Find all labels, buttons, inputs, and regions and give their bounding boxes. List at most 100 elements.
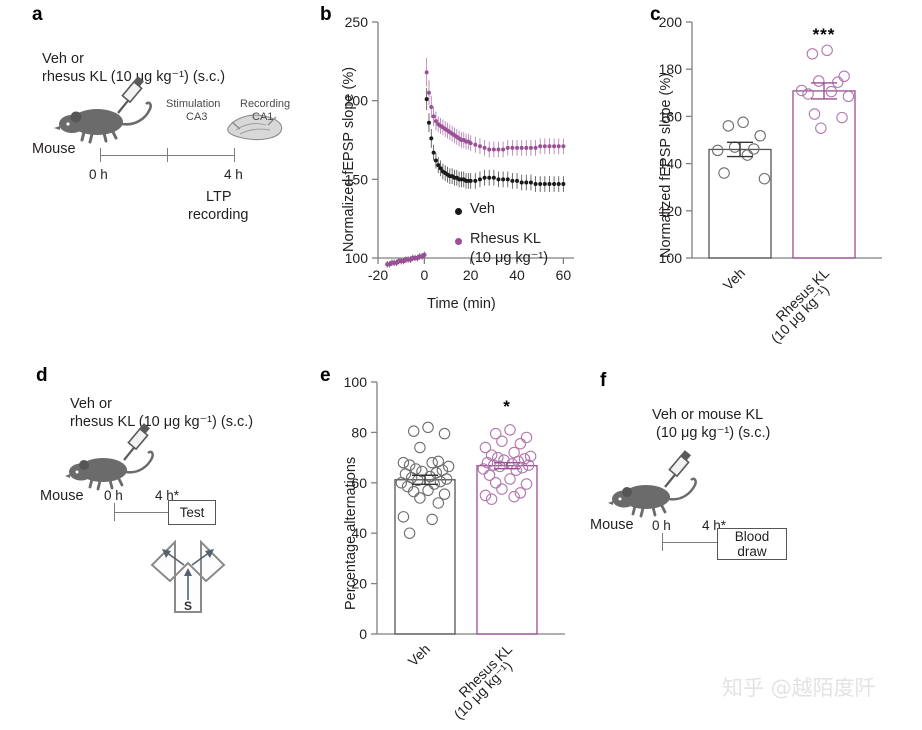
panel-a-label: a bbox=[32, 4, 43, 25]
svg-text:160: 160 bbox=[659, 108, 683, 124]
panel-d-test-box: Test bbox=[168, 500, 216, 525]
panel-d-time-4h: 4 h* bbox=[155, 488, 180, 503]
significance-marker: * bbox=[503, 397, 511, 416]
panel-d-treatment-line1: Veh or bbox=[70, 396, 112, 412]
scatter-point bbox=[741, 149, 754, 161]
scatter-point bbox=[397, 456, 410, 469]
scatter-point bbox=[510, 464, 522, 476]
panel-b-x-axis-title: Time (min) bbox=[427, 296, 496, 312]
panel-f-tick-0h bbox=[662, 533, 664, 551]
scatter-point bbox=[426, 456, 438, 469]
syringe-icon bbox=[664, 450, 691, 488]
legend-label-rhesus-kl: Rhesus KL bbox=[470, 231, 541, 247]
svg-text:0: 0 bbox=[359, 626, 367, 642]
svg-text:120: 120 bbox=[659, 203, 683, 219]
bar-1 bbox=[792, 90, 856, 259]
bar-0 bbox=[394, 479, 456, 635]
brain-slice-icon bbox=[227, 114, 283, 141]
panel-a-tick-mid bbox=[167, 148, 169, 162]
panel-f-timeline-axis bbox=[662, 542, 717, 544]
scatter-point bbox=[414, 492, 426, 504]
svg-text:100: 100 bbox=[344, 374, 368, 390]
scatter-point bbox=[718, 167, 730, 179]
x-tick-label-1: Rhesus KL(10 μg kg⁻¹) bbox=[451, 641, 516, 723]
panel-a-stimulation-site: CA3 bbox=[186, 111, 208, 123]
scatter-point bbox=[397, 511, 410, 523]
scatter-point bbox=[489, 427, 502, 440]
scatter-point bbox=[838, 70, 850, 83]
scatter-point bbox=[524, 450, 537, 463]
svg-text:-20: -20 bbox=[368, 267, 388, 283]
scatter-point bbox=[520, 478, 533, 490]
scatter-point bbox=[758, 172, 771, 185]
panel-a-time-0h: 0 h bbox=[89, 167, 108, 182]
scatter-point bbox=[489, 477, 502, 489]
scatter-point bbox=[504, 473, 516, 485]
syringe-icon bbox=[123, 423, 150, 461]
scatter-point bbox=[812, 75, 825, 87]
panel-a-outcome-line1: LTP bbox=[206, 189, 232, 205]
svg-text:Veh: Veh bbox=[720, 265, 748, 293]
panel-f-blood-draw-box: Blood draw bbox=[717, 528, 787, 560]
scatter-point bbox=[722, 120, 735, 132]
scatter-point bbox=[516, 461, 529, 474]
scatter-point bbox=[442, 460, 455, 473]
scatter-point bbox=[808, 108, 821, 120]
mouse-icon bbox=[608, 477, 697, 518]
svg-text:150: 150 bbox=[345, 171, 369, 187]
scatter-point bbox=[728, 141, 741, 153]
scatter-point bbox=[407, 485, 420, 498]
scatter-point bbox=[403, 527, 416, 539]
panel-f: f Veh or mouse KL (10 μg kg⁻¹) (s.c.) Mo… bbox=[590, 370, 922, 600]
scatter-point bbox=[479, 489, 492, 502]
bar-0 bbox=[708, 148, 772, 259]
svg-text:S: S bbox=[184, 599, 192, 613]
panel-e-label: e bbox=[320, 365, 331, 386]
y-maze-icon: S bbox=[150, 539, 226, 613]
panel-d-label: d bbox=[36, 365, 48, 386]
scatter-point bbox=[748, 143, 760, 155]
scatter-point bbox=[481, 456, 494, 469]
scatter-point bbox=[518, 453, 531, 465]
svg-text:60: 60 bbox=[351, 475, 367, 491]
scatter-point bbox=[825, 85, 838, 98]
panel-d: d Veh or rhesus KL (10 μg kg⁻¹) (s.c.) S bbox=[0, 360, 310, 660]
scatter-point bbox=[514, 487, 527, 499]
svg-text:250: 250 bbox=[345, 14, 369, 30]
syringe-icon bbox=[117, 76, 144, 114]
scatter-point bbox=[438, 427, 451, 440]
panel-b-label: b bbox=[320, 4, 332, 25]
panel-f-label: f bbox=[600, 370, 607, 391]
scatter-point bbox=[414, 441, 426, 454]
panel-a-treatment-line2: rhesus KL (10 μg kg⁻¹) (s.c.) bbox=[42, 69, 226, 85]
legend-label-rhesus-kl-dose: (10 μg kg⁻¹) bbox=[470, 250, 549, 266]
svg-text:60: 60 bbox=[556, 267, 572, 283]
panel-f-illustration bbox=[608, 450, 697, 518]
scatter-point bbox=[485, 493, 498, 505]
svg-text:40: 40 bbox=[351, 525, 367, 541]
panel-d-timeline-axis bbox=[114, 512, 168, 514]
legend-dot-veh bbox=[455, 208, 462, 215]
scatter-point bbox=[711, 144, 724, 157]
panel-a-recording-label: Recording bbox=[240, 98, 291, 110]
scatter-point bbox=[477, 463, 490, 475]
scatter-point bbox=[440, 473, 453, 485]
scatter-point bbox=[795, 84, 808, 97]
scatter-point bbox=[514, 437, 527, 450]
legend-label-veh: Veh bbox=[470, 201, 495, 217]
mouse-icon bbox=[54, 101, 152, 144]
scatter-point bbox=[422, 421, 434, 434]
scatter-point bbox=[434, 475, 447, 488]
panel-b: b Normalized fEPSP slope (%) Time (min) … bbox=[315, 0, 600, 330]
scatter-point bbox=[836, 111, 848, 124]
svg-text:40: 40 bbox=[509, 267, 525, 283]
legend-dot-rhesus-kl bbox=[455, 238, 462, 245]
svg-text:140: 140 bbox=[659, 156, 683, 172]
x-tick-label-0: Veh bbox=[720, 265, 748, 293]
panel-c-label: c bbox=[650, 4, 661, 25]
scatter-point bbox=[504, 424, 516, 436]
panel-f-treatment-line1: Veh or mouse KL bbox=[652, 407, 764, 423]
series-rhesus-kl------g-kg--- bbox=[385, 58, 566, 268]
svg-text:80: 80 bbox=[351, 424, 367, 440]
panel-d-tick-0h bbox=[114, 503, 116, 521]
